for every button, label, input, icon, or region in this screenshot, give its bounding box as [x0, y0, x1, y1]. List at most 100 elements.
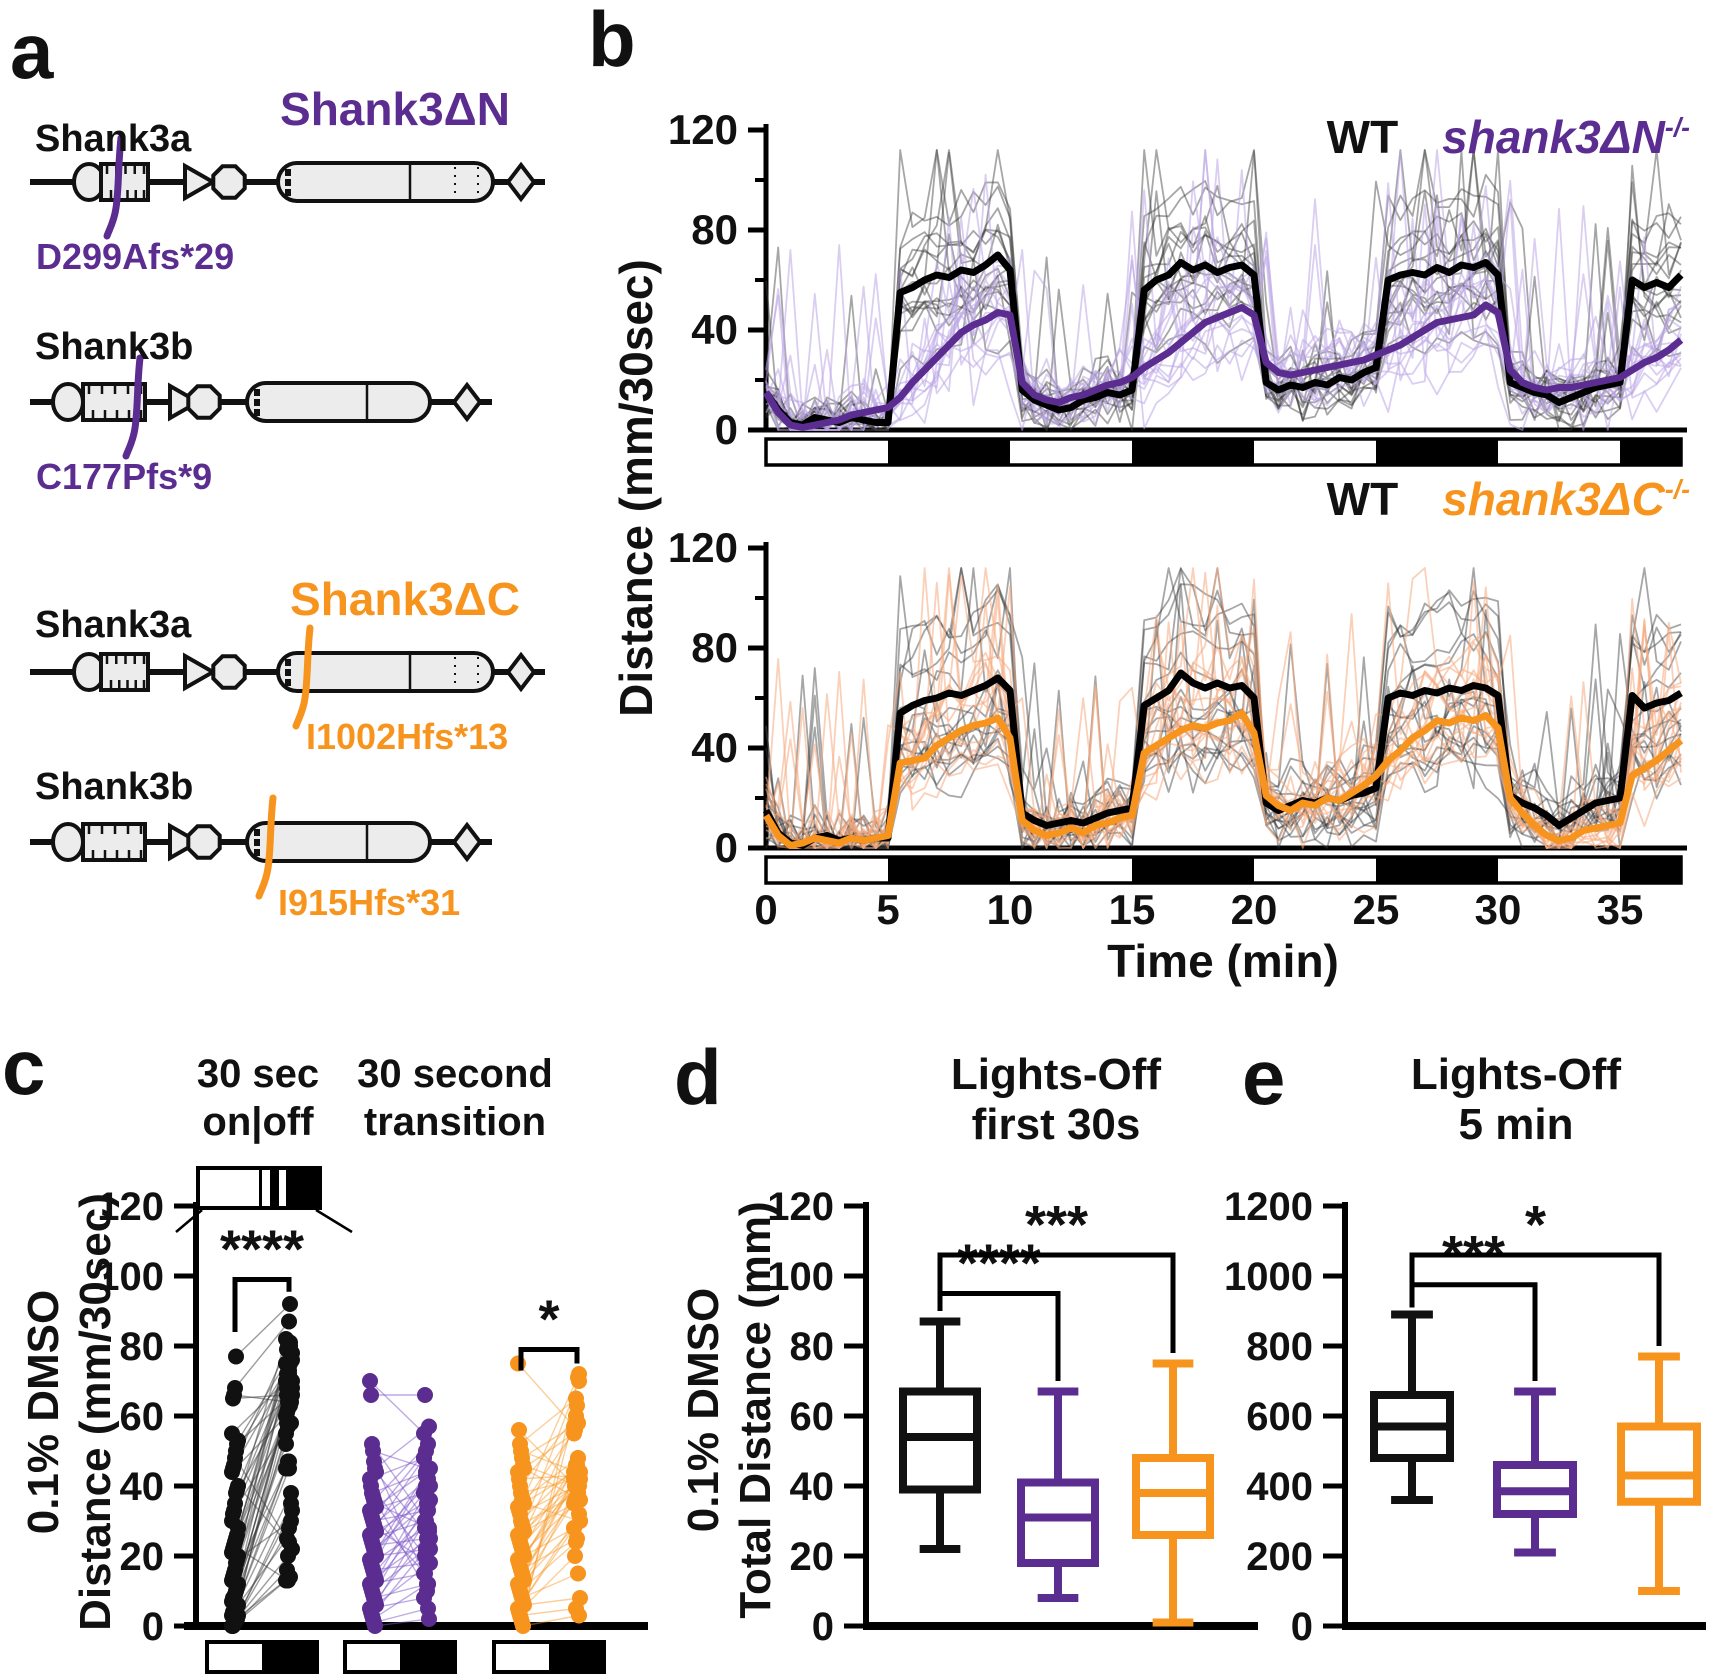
- legend-shank3dc-label: shank3ΔC-/-: [1442, 473, 1690, 525]
- paired-group-0: [224, 1296, 300, 1634]
- mean-trace-wt: [763, 251, 1684, 429]
- tick-label: 30: [1475, 886, 1522, 933]
- tick-label: 60: [120, 1395, 165, 1439]
- box-2: [1132, 1359, 1214, 1627]
- dot-lights-off: [283, 1513, 299, 1529]
- significance-stars: *: [538, 1290, 559, 1350]
- dot-lights-off: [569, 1397, 585, 1414]
- domain-ellipse: [51, 382, 85, 422]
- gene-diagram-shank3b-dc: [30, 794, 492, 900]
- tick-label: 120: [668, 106, 738, 153]
- pair-line: [373, 1607, 429, 1624]
- dot-lights-on: [362, 1373, 378, 1389]
- individual-trace: [765, 567, 1682, 849]
- domain-sh3: [168, 382, 203, 422]
- shank3dc-title: Shank3ΔC: [290, 573, 520, 625]
- panel-c-y-axis-label-2: Distance (mm/30sec): [71, 1193, 120, 1631]
- dot-lights-off: [571, 1607, 587, 1624]
- mean-trace-mutant: [763, 709, 1684, 849]
- domain-dash: [254, 399, 260, 406]
- onoff-zoom-icon: [175, 1166, 353, 1234]
- panel-d-y-axis-label-2: Total Distance (mm): [731, 1201, 780, 1619]
- gene-label-shank3b-dc: Shank3b: [35, 766, 194, 808]
- domain-pro-rich: [276, 651, 495, 693]
- dot-lights-on: [363, 1387, 379, 1403]
- panel-c-y-axis-label-1: 0.1% DMSO: [19, 1289, 68, 1535]
- dot-lights-off: [566, 1520, 582, 1536]
- box-1: [1017, 1387, 1099, 1602]
- dot-lights-off: [570, 1369, 586, 1386]
- pair-line: [374, 1618, 430, 1627]
- tick-label: 40: [691, 724, 738, 771]
- pair-line: [518, 1429, 576, 1487]
- pair-line: [234, 1461, 290, 1595]
- legend-bottom: WT shank3ΔC-/-: [1030, 472, 1690, 526]
- tick-label: 80: [691, 206, 738, 253]
- significance-stars: ****: [957, 1234, 1041, 1294]
- domain-sam: [505, 161, 537, 203]
- dot-lights-on: [510, 1355, 526, 1372]
- domain-sam: [451, 381, 483, 423]
- domain-ellipse: [51, 822, 85, 862]
- significance-bracket: [518, 1347, 580, 1371]
- pair-line: [519, 1607, 577, 1617]
- domain-pdz: [211, 654, 247, 690]
- pair-line: [369, 1380, 425, 1435]
- panel-label-e: e: [1242, 1033, 1286, 1121]
- tick-label: 120: [767, 1185, 834, 1229]
- dot-lights-off: [280, 1394, 296, 1410]
- domain-sam: [451, 821, 483, 863]
- pair-line: [520, 1537, 578, 1571]
- tick-label: 15: [1109, 886, 1156, 933]
- pair-line: [234, 1380, 290, 1543]
- pair-line: [234, 1457, 290, 1543]
- shank3dn-title: Shank3ΔN: [280, 83, 510, 135]
- tick-label: 800: [1246, 1325, 1313, 1369]
- significance-stars: ***: [1025, 1195, 1088, 1255]
- mutation-label-i915hfs31: I915Hfs*31: [278, 882, 461, 923]
- individual-trace: [765, 210, 1682, 431]
- tick-label: 200: [1246, 1535, 1313, 1579]
- panel-b-y-axis-label: Distance (mm/30sec): [610, 259, 662, 717]
- dot-lights-off: [569, 1478, 585, 1494]
- panel-label-a: a: [10, 7, 54, 95]
- pair-line: [233, 1394, 289, 1403]
- tick-label: 0: [754, 886, 777, 933]
- dot-lights-off: [278, 1408, 294, 1424]
- dot-lights-off: [422, 1478, 438, 1494]
- significance-stars: *: [1525, 1195, 1546, 1255]
- tick-label: 40: [790, 1465, 835, 1509]
- dot-lights-on: [511, 1422, 527, 1438]
- lights-onoff-icon-2: [492, 1640, 606, 1674]
- pair-line: [522, 1614, 580, 1627]
- mutation-label-c177pfs9: C177Pfs*9: [36, 456, 213, 497]
- mutation-label-i1002hfs13: I1002Hfs*13: [306, 716, 509, 757]
- pair-line: [373, 1502, 429, 1550]
- dot-lights-off: [567, 1548, 583, 1564]
- individual-trace: [765, 149, 1682, 431]
- individual-trace: [765, 149, 1682, 431]
- domain-pro-rich: [245, 381, 432, 423]
- box-plot-d: 0 20 40 60 80 100 120 *******: [767, 1185, 1258, 1649]
- domain-dash: [285, 189, 291, 196]
- dot-lights-off: [421, 1611, 437, 1627]
- tick-label: 1200: [1224, 1185, 1313, 1229]
- tick-label: 0: [715, 824, 738, 871]
- gene-diagram-shank3a-dn: [30, 134, 545, 240]
- significance-bracket: [937, 1291, 1061, 1381]
- domain-dash: [254, 409, 260, 416]
- panel-c-header-transition-1: 30 second: [357, 1052, 553, 1096]
- domain-dash: [285, 659, 291, 666]
- dot-lights-off: [419, 1495, 435, 1512]
- box-0: [899, 1317, 981, 1553]
- panel-b-x-axis-label: Time (min): [1107, 935, 1339, 987]
- dark-segment: [1620, 439, 1681, 465]
- dot-lights-off: [281, 1534, 297, 1550]
- individual-trace: [765, 180, 1682, 431]
- tick-label: 80: [790, 1325, 835, 1369]
- tick-label: 60: [790, 1395, 835, 1439]
- pair-line: [372, 1583, 428, 1620]
- panel-c-header-onoff-2: on|off: [202, 1100, 314, 1144]
